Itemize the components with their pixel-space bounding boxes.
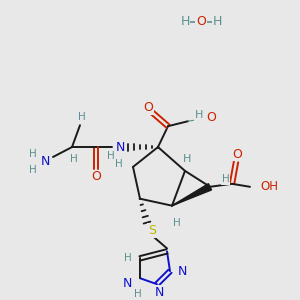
Text: H: H (180, 15, 190, 28)
Text: H: H (78, 112, 86, 122)
Text: O: O (206, 111, 216, 124)
Text: H: H (183, 154, 191, 164)
Text: O: O (143, 101, 153, 114)
Text: N: N (115, 141, 125, 154)
Text: H: H (115, 159, 123, 169)
Text: O: O (196, 15, 206, 28)
Text: H: H (212, 15, 222, 28)
Text: N: N (40, 155, 50, 169)
Text: N: N (178, 265, 188, 278)
Text: OH: OH (260, 180, 278, 193)
Text: H: H (173, 218, 181, 228)
Text: S: S (148, 224, 156, 237)
Text: H: H (222, 174, 230, 184)
Text: H: H (195, 110, 203, 120)
Text: H: H (107, 151, 115, 161)
Text: H: H (29, 149, 37, 159)
Text: N: N (123, 277, 132, 290)
Text: O: O (232, 148, 242, 160)
Text: H: H (134, 289, 142, 299)
Text: H: H (124, 253, 132, 263)
Polygon shape (172, 184, 211, 206)
Text: O: O (91, 170, 101, 183)
Text: N: N (154, 286, 164, 298)
Text: H: H (29, 165, 37, 175)
Text: H: H (70, 154, 78, 164)
